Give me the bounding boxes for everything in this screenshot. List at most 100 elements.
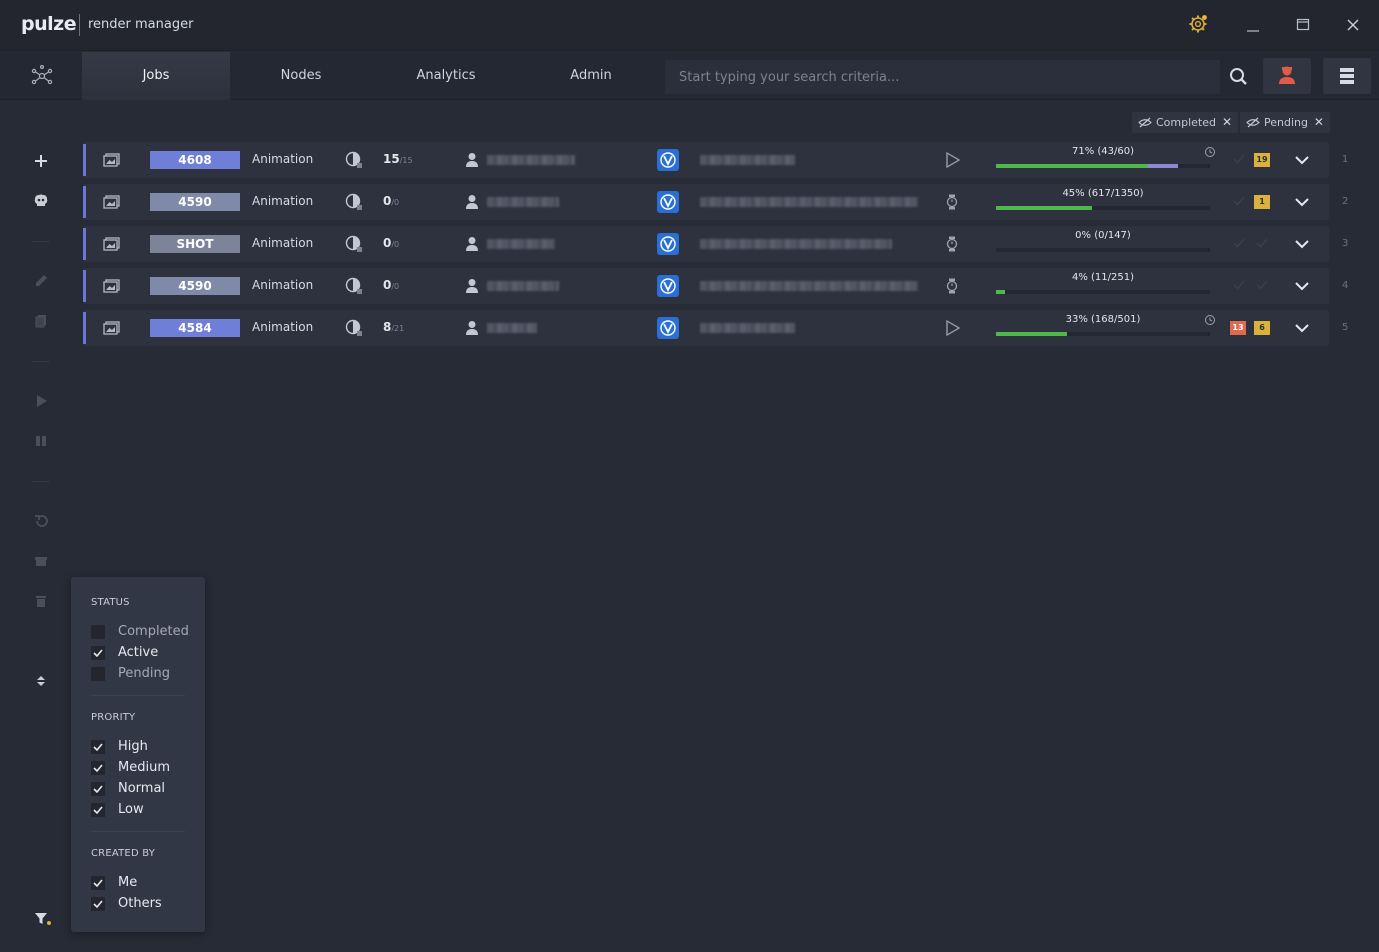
search-input[interactable] <box>665 60 1220 94</box>
job-row[interactable]: 4590 Animation 0/0 45% (617/1350) 1 <box>83 184 1329 220</box>
user-icon <box>466 279 478 293</box>
warning-count-badge: 19 <box>1254 153 1270 167</box>
progress-label: 4% (11/251) <box>1071 272 1135 283</box>
image-icon <box>103 153 120 167</box>
job-id-badge: 4608 <box>150 151 240 169</box>
trash-icon[interactable] <box>29 589 53 613</box>
stopwatch-icon[interactable] <box>943 235 961 253</box>
hidden-eye-icon <box>1138 117 1152 128</box>
filter-option[interactable]: Me <box>91 875 201 891</box>
priority-icon <box>345 235 362 252</box>
checkbox[interactable] <box>91 782 105 796</box>
close-icon[interactable]: ✕ <box>1313 115 1324 129</box>
error-count-badge: 13 <box>1230 321 1246 335</box>
priority-section-title: PRORITY <box>91 712 136 723</box>
filter-option[interactable]: Pending <box>91 666 201 682</box>
stopwatch-icon[interactable] <box>943 193 961 211</box>
sidebar-divider <box>32 361 50 362</box>
progress-fill <box>996 290 1005 294</box>
list-view-button[interactable] <box>1323 58 1371 94</box>
job-row[interactable]: 4584 Animation 8/21 33% (168/501) 13 6 <box>83 310 1329 346</box>
archive-icon[interactable] <box>29 549 53 573</box>
job-row[interactable]: 4608 Animation 15/15 71% (43/60) 19 <box>83 142 1329 178</box>
image-icon <box>103 195 120 209</box>
maximize-icon[interactable] <box>1291 13 1315 37</box>
sort-icon[interactable] <box>29 669 53 693</box>
brand-separator <box>79 14 80 36</box>
progress-bar <box>996 164 1210 168</box>
chevron-down-icon[interactable] <box>1294 278 1310 294</box>
progress-label: 45% (617/1350) <box>1062 188 1144 199</box>
chevron-down-icon[interactable] <box>1294 152 1310 168</box>
priority-icon <box>345 319 362 336</box>
edit-icon[interactable] <box>29 269 53 293</box>
add-job-icon[interactable] <box>29 149 53 173</box>
check-icon <box>1256 238 1268 248</box>
check-icon <box>1256 280 1268 290</box>
checkbox[interactable] <box>91 667 105 681</box>
frame-count: 15/15 <box>383 152 413 166</box>
title-bar: pulze render manager <box>0 0 1379 51</box>
chip-pending[interactable]: Pending ✕ <box>1240 112 1330 133</box>
checkbox[interactable] <box>91 897 105 911</box>
job-type: Animation <box>252 320 314 334</box>
stopwatch-icon[interactable] <box>943 277 961 295</box>
option-label: High <box>118 739 148 754</box>
tab-analytics[interactable]: Analytics <box>416 68 476 83</box>
chip-label: Pending <box>1264 116 1308 129</box>
filter-option[interactable]: Low <box>91 802 201 818</box>
checkbox[interactable] <box>91 803 105 817</box>
filter-option[interactable]: Medium <box>91 760 201 776</box>
redacted-username <box>487 197 559 207</box>
chip-completed[interactable]: Completed ✕ <box>1132 112 1238 133</box>
job-row[interactable]: SHOT Animation 0/0 0% (0/147) <box>83 226 1329 262</box>
duplicate-icon[interactable] <box>29 309 53 333</box>
minimize-icon[interactable] <box>1241 13 1265 37</box>
filter-option[interactable]: Others <box>91 896 201 912</box>
option-label: Medium <box>118 760 170 775</box>
user-icon <box>466 321 478 335</box>
chevron-down-icon[interactable] <box>1294 236 1310 252</box>
filter-option[interactable]: Completed <box>91 624 201 640</box>
play-icon[interactable] <box>943 319 961 337</box>
filter-icon[interactable] <box>29 906 53 930</box>
vray-renderer-icon <box>657 233 679 255</box>
user-button[interactable] <box>1263 58 1311 94</box>
checkbox[interactable] <box>91 646 105 660</box>
tab-nodes[interactable]: Nodes <box>280 68 322 83</box>
row-accent <box>83 228 86 260</box>
checkbox[interactable] <box>91 761 105 775</box>
templates-icon[interactable] <box>29 189 53 213</box>
job-id-badge: 4590 <box>150 277 240 295</box>
checkbox[interactable] <box>91 625 105 639</box>
nav-bar: Jobs Nodes Analytics Admin <box>0 52 1379 100</box>
option-label: Low <box>118 802 144 817</box>
play-icon[interactable] <box>29 389 53 413</box>
reset-icon[interactable] <box>29 509 53 533</box>
network-logo-icon[interactable] <box>30 64 54 88</box>
divider <box>91 831 185 832</box>
job-id-badge: 4584 <box>150 319 240 337</box>
job-row[interactable]: 4590 Animation 0/0 4% (11/251) <box>83 268 1329 304</box>
checkbox[interactable] <box>91 740 105 754</box>
checkbox[interactable] <box>91 876 105 890</box>
filter-option[interactable]: Normal <box>91 781 201 797</box>
list-icon <box>1340 68 1354 84</box>
row-number: 4 <box>1342 280 1349 291</box>
gear-icon[interactable] <box>1186 13 1210 37</box>
close-icon[interactable] <box>1341 13 1365 37</box>
play-icon[interactable] <box>943 151 961 169</box>
chevron-down-icon[interactable] <box>1294 194 1310 210</box>
filter-option[interactable]: Active <box>91 645 201 661</box>
progress-fill <box>996 206 1093 210</box>
tab-jobs[interactable]: Jobs <box>82 52 230 100</box>
filter-option[interactable]: High <box>91 739 201 755</box>
pause-icon[interactable] <box>29 429 53 453</box>
search-icon[interactable] <box>1224 64 1252 90</box>
close-icon[interactable]: ✕ <box>1221 115 1232 129</box>
frame-count: 0/0 <box>383 194 400 208</box>
chevron-down-icon[interactable] <box>1294 320 1310 336</box>
tab-admin[interactable]: Admin <box>570 68 612 83</box>
status-section-title: STATUS <box>91 597 130 608</box>
sidebar-divider <box>32 481 50 482</box>
